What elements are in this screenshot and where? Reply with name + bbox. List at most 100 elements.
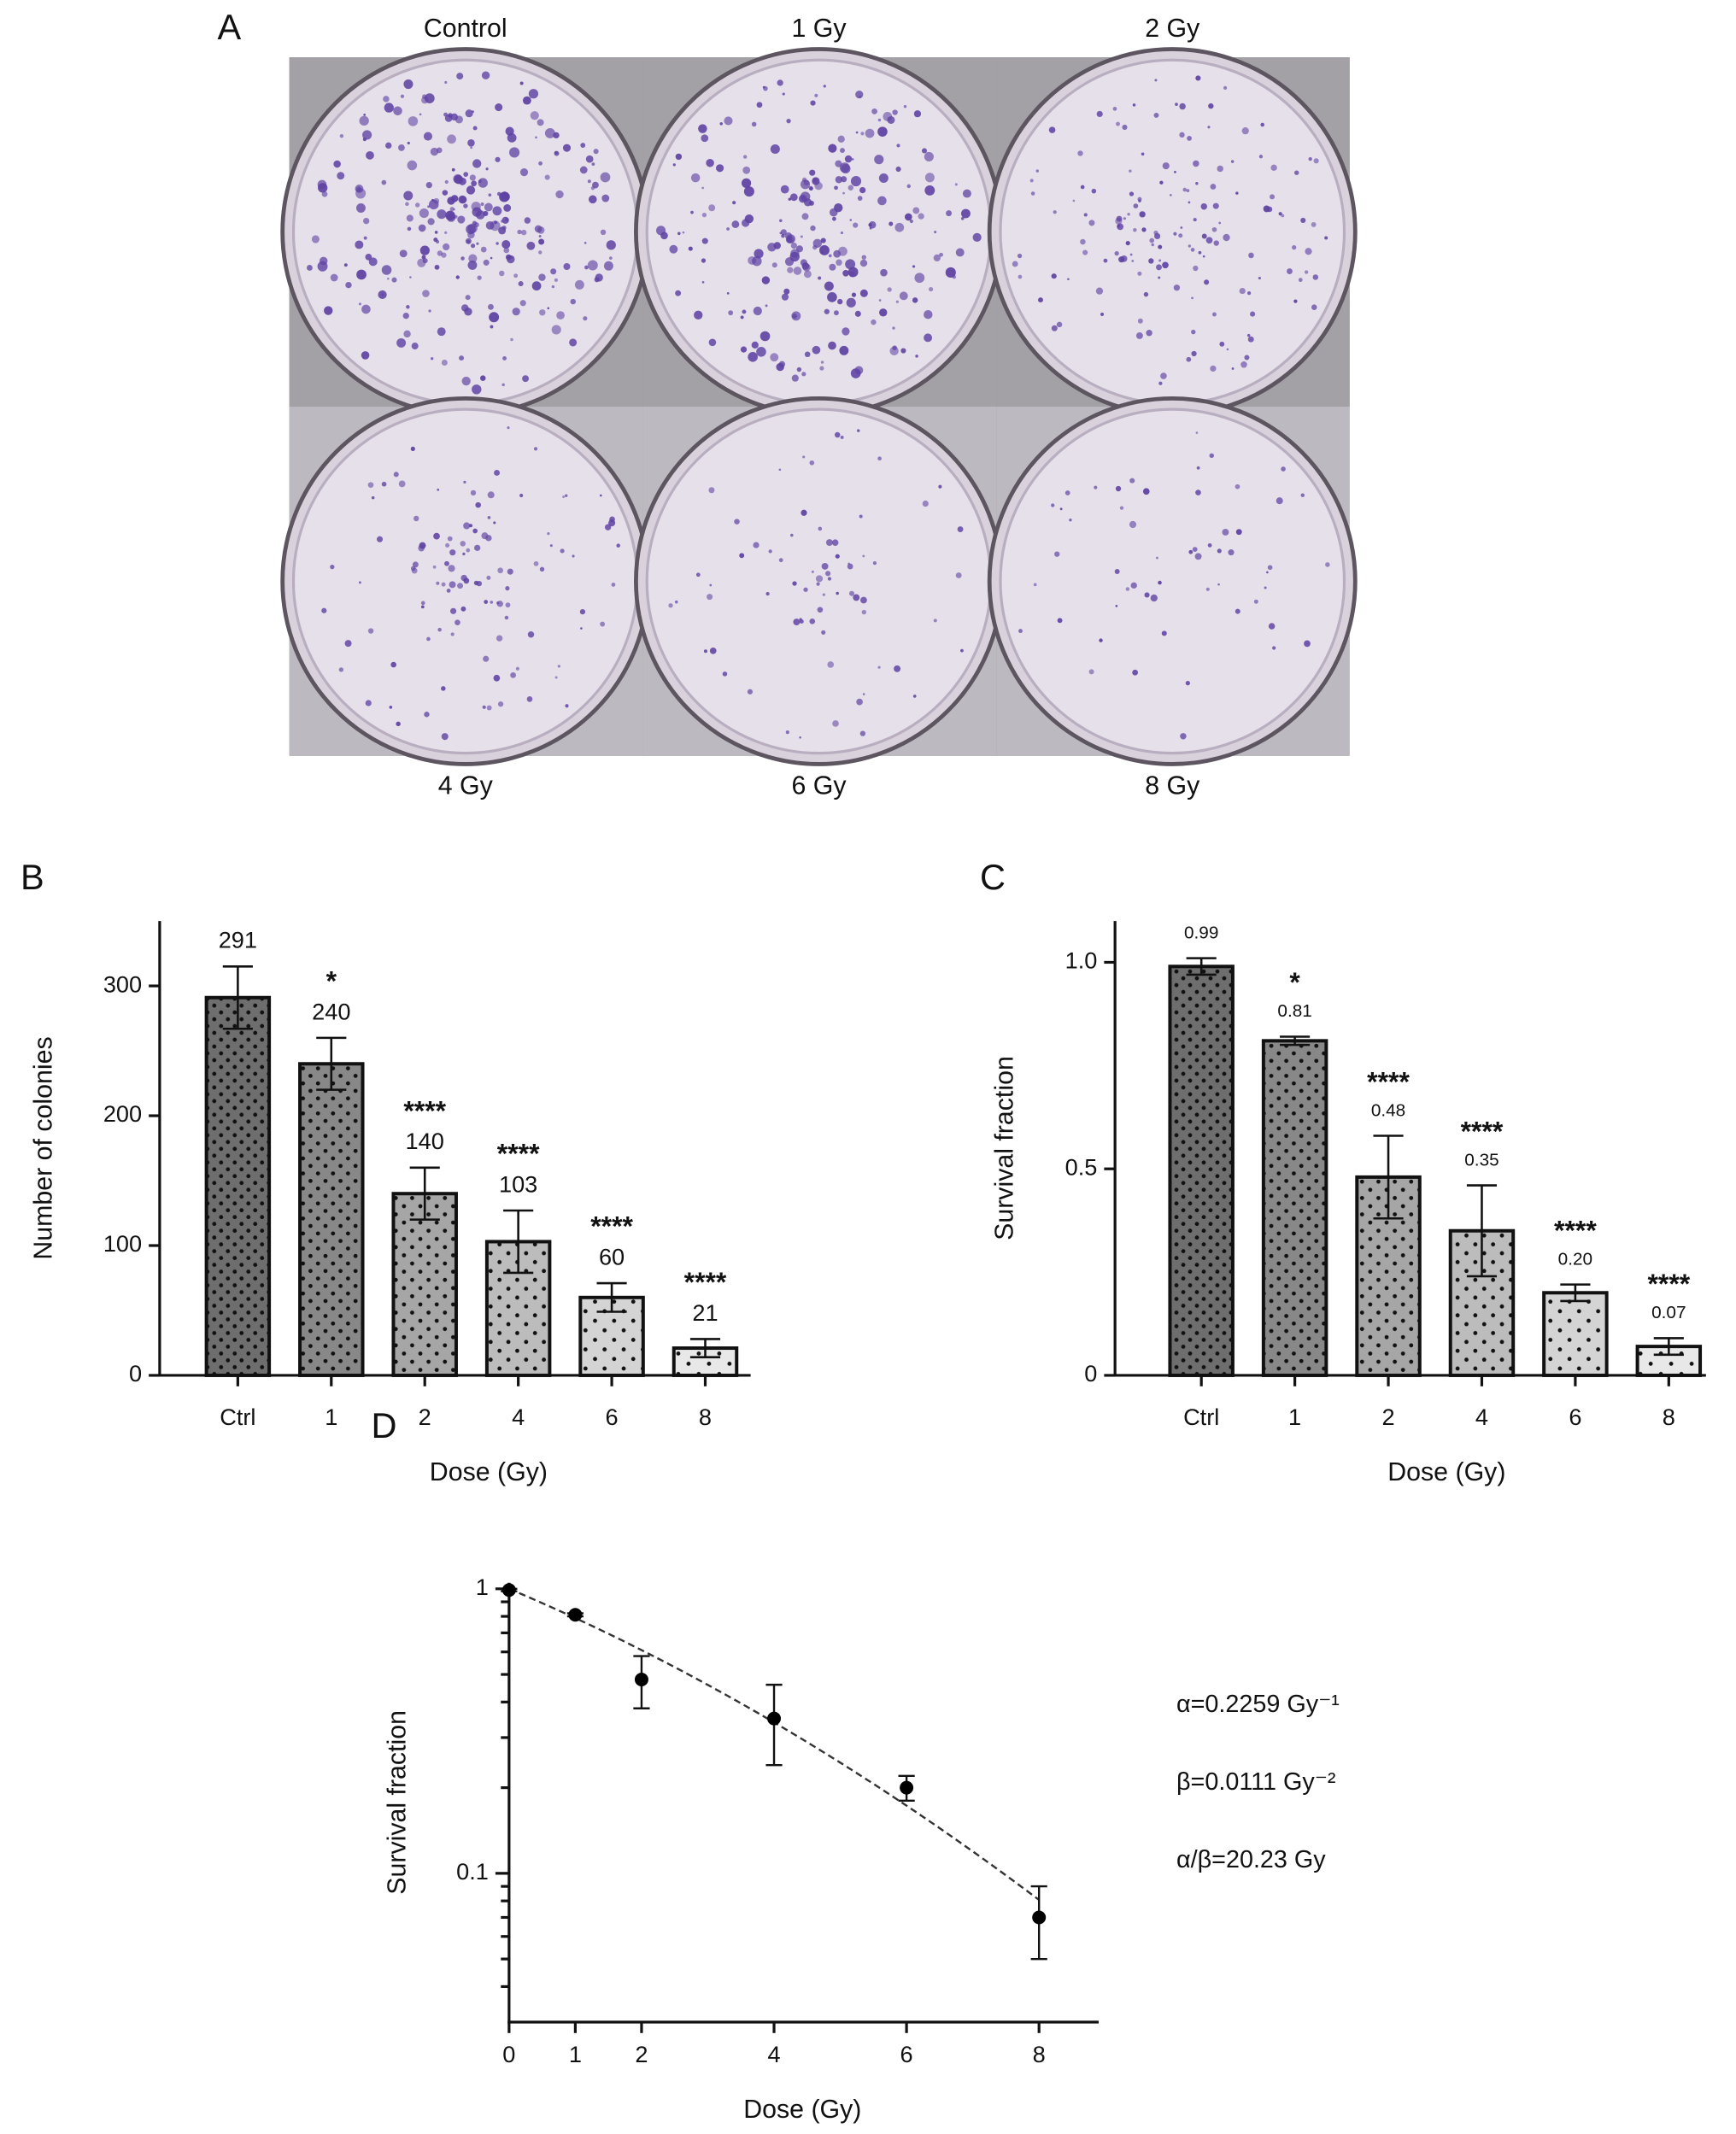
colony: [481, 71, 490, 79]
colony: [574, 279, 584, 290]
colony: [381, 481, 387, 487]
colony: [1230, 160, 1235, 163]
colony: [1069, 519, 1072, 522]
colony: [744, 214, 754, 224]
colony: [449, 207, 455, 212]
colony: [449, 549, 456, 556]
x-tick-label: 8: [1663, 1404, 1675, 1430]
colony: [834, 431, 841, 438]
colony: [467, 260, 478, 270]
colony: [1244, 355, 1250, 361]
colony: [515, 666, 519, 671]
colony: [842, 269, 849, 277]
colony: [656, 226, 666, 236]
colony: [403, 191, 413, 201]
error-bar: [1653, 1337, 1684, 1357]
colony: [535, 136, 537, 139]
colony: [740, 315, 744, 320]
value-label: 240: [312, 998, 350, 1024]
colony: [470, 243, 476, 249]
colony: [760, 331, 771, 342]
colony: [1083, 213, 1088, 217]
colony: [406, 305, 410, 309]
colony: [1048, 126, 1056, 133]
colony: [600, 229, 607, 236]
colony: [1158, 381, 1163, 385]
colony: [779, 219, 783, 223]
colony: [1149, 237, 1155, 243]
colony: [1162, 261, 1169, 269]
colony: [853, 594, 860, 601]
significance: ****: [1461, 1116, 1504, 1146]
colony: [912, 265, 916, 268]
colony: [849, 219, 853, 221]
colony: [472, 528, 478, 534]
colony: [587, 260, 598, 271]
colony: [803, 587, 808, 592]
colony: [1270, 164, 1277, 172]
colony: [463, 480, 466, 484]
colony: [485, 535, 492, 542]
colony: [1082, 249, 1088, 255]
colony: [868, 223, 872, 227]
panel-label: A: [218, 7, 242, 47]
colony: [724, 116, 733, 126]
colony: [1305, 248, 1312, 255]
colony: [1123, 217, 1126, 220]
colony: [502, 191, 507, 196]
colony: [1139, 211, 1146, 218]
colony: [872, 561, 877, 566]
colony: [1253, 599, 1258, 604]
colony: [1298, 278, 1303, 283]
colony: [1067, 278, 1070, 281]
colony: [444, 80, 448, 84]
colony: [817, 607, 824, 613]
colony: [1325, 562, 1330, 567]
colony: [555, 190, 564, 199]
colony: [1125, 241, 1130, 246]
colony: [472, 207, 482, 217]
colony: [1293, 299, 1298, 303]
colony: [480, 375, 486, 381]
colony: [466, 548, 471, 553]
colony: [1018, 274, 1023, 279]
colony: [1226, 348, 1229, 351]
significance: ****: [497, 1139, 540, 1170]
colony: [441, 252, 447, 258]
colony: [1258, 276, 1261, 280]
colony: [519, 81, 524, 85]
colony: [455, 275, 460, 279]
colony: [1195, 431, 1199, 434]
colony: [599, 494, 602, 497]
colony: [753, 542, 760, 548]
colony: [1193, 218, 1197, 222]
colony: [427, 218, 435, 226]
colony: [431, 198, 434, 202]
colony: [1160, 372, 1167, 379]
colony: [761, 276, 771, 284]
colony: [1204, 279, 1210, 285]
colony: [444, 231, 448, 234]
colony: [1099, 638, 1103, 642]
dish: [291, 58, 639, 406]
colony: [709, 583, 713, 587]
colony: [445, 542, 450, 548]
colony: [1038, 297, 1043, 303]
colony: [894, 222, 905, 232]
colony: [1217, 583, 1220, 586]
colony: [538, 161, 542, 166]
colony: [694, 310, 703, 320]
colony: [1162, 162, 1170, 170]
colony: [823, 85, 826, 88]
colony: [472, 384, 482, 395]
colony: [690, 173, 701, 183]
colony: [777, 79, 783, 86]
colony: [393, 472, 399, 478]
colony: [398, 480, 406, 488]
colony: [1129, 478, 1135, 484]
y-tick-label: 200: [103, 1100, 142, 1127]
colony: [814, 181, 823, 191]
error-bar: [596, 1281, 627, 1313]
colony: [1304, 640, 1311, 648]
colony: [311, 235, 320, 243]
